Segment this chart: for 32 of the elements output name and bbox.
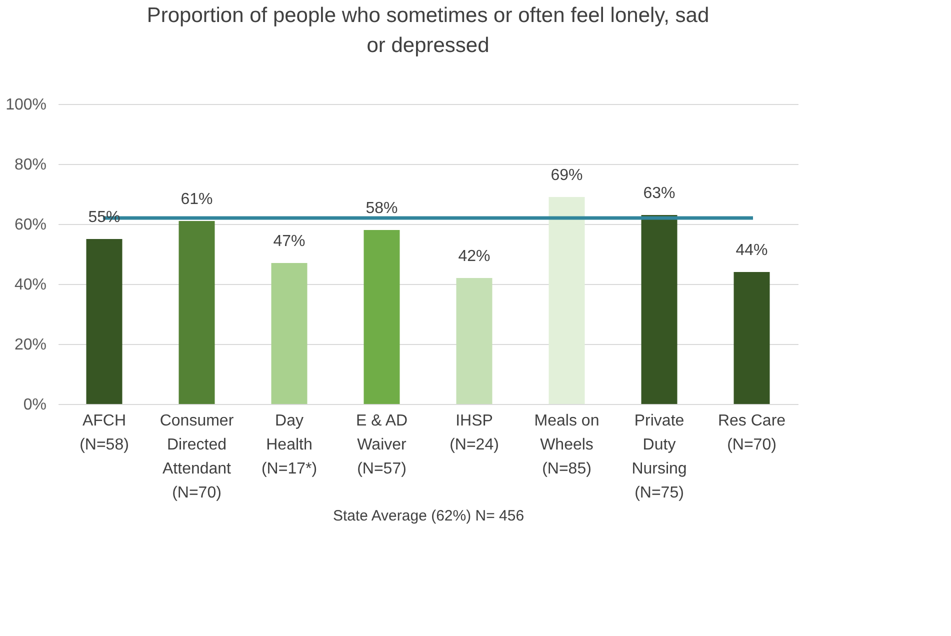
- data-label: 44%: [736, 242, 768, 259]
- x-tick-label: Res Care (N=70): [718, 412, 786, 454]
- x-tick-label: Day Health (N=17*): [261, 412, 318, 478]
- x-axis-title: State Average (62%) N= 456: [332, 508, 524, 524]
- x-tick-label: IHSP (N=24): [450, 412, 499, 454]
- y-tick-label: 0%: [23, 396, 46, 414]
- data-label: 55%: [88, 209, 120, 226]
- data-label: 58%: [366, 200, 398, 217]
- bar: [456, 278, 492, 404]
- chart-title: Proportion of people who sometimes or often feel lonely, sad or depressed: [146, 4, 710, 57]
- y-tick-label: 20%: [14, 336, 46, 354]
- bar: [86, 239, 122, 404]
- x-tick-label: Meals on Wheels (N=85): [534, 412, 600, 478]
- data-label: 42%: [458, 248, 490, 265]
- x-tick-label: Consumer Directed Attendant (N=70): [160, 412, 234, 502]
- bar: [641, 215, 678, 404]
- data-label: 61%: [180, 191, 213, 208]
- bar: [178, 221, 215, 404]
- data-label: 63%: [643, 185, 676, 202]
- y-tick-label: 100%: [6, 96, 46, 114]
- bar: [364, 230, 400, 404]
- data-label: 47%: [273, 233, 306, 250]
- bar: [271, 263, 308, 404]
- x-tick-label: Private Duty Nursing (N=75): [632, 412, 687, 502]
- bar: [734, 272, 770, 404]
- x-tick-label: AFCH (N=58): [80, 412, 129, 454]
- y-tick-label: 40%: [14, 276, 46, 294]
- x-tick-label: E & AD Waiver (N=57): [356, 412, 408, 478]
- data-label: 69%: [550, 167, 583, 184]
- y-tick-label: 60%: [14, 216, 46, 234]
- bar: [548, 197, 585, 404]
- y-tick-label: 80%: [14, 156, 46, 174]
